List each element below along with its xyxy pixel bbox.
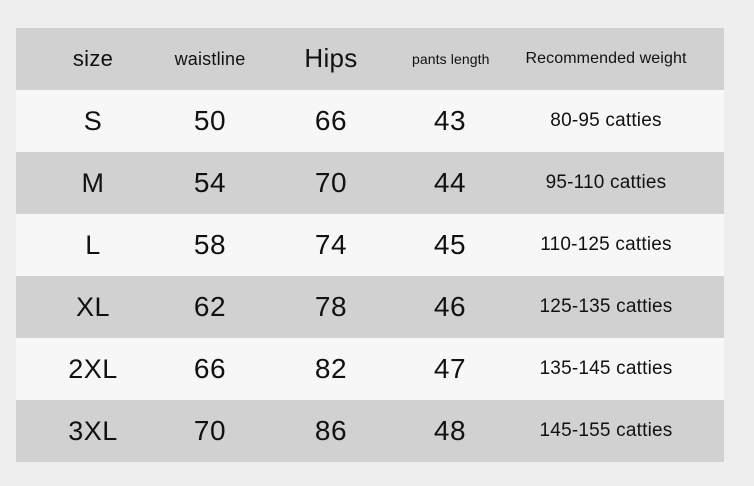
table-header-row: size waistline Hips pants length Recomme… — [16, 28, 724, 90]
cell-size: 3XL — [68, 415, 118, 446]
cell-recommended-weight: 145-155 catties — [539, 420, 673, 442]
cell-hips: 70 — [314, 167, 348, 199]
cell-size: M — [81, 167, 105, 198]
cell-size: 2XL — [68, 353, 118, 384]
cell-recommended-weight: 80-95 catties — [550, 110, 662, 132]
size-chart-table: size waistline Hips pants length Recomme… — [16, 28, 724, 462]
cell-waistline: 58 — [193, 229, 227, 261]
cell-pants-length: 43 — [433, 105, 467, 137]
cell-size: XL — [75, 291, 111, 322]
cell-waistline: 54 — [193, 167, 227, 199]
cell-hips: 78 — [314, 291, 348, 323]
table-body: S 50 66 43 80-95 catties M 54 70 44 95-1… — [16, 90, 724, 462]
column-header-hips: Hips — [304, 43, 358, 74]
cell-pants-length: 45 — [433, 229, 467, 261]
cell-waistline: 66 — [193, 353, 227, 385]
cell-hips: 66 — [314, 105, 348, 137]
cell-waistline: 62 — [193, 291, 227, 323]
table-header: size waistline Hips pants length Recomme… — [16, 28, 724, 90]
cell-hips: 74 — [314, 229, 348, 261]
cell-pants-length: 47 — [433, 353, 467, 385]
table-row: L 58 74 45 110-125 catties — [16, 214, 724, 276]
cell-hips: 86 — [314, 415, 348, 447]
column-header-recommended-weight: Recommended weight — [525, 49, 687, 67]
cell-size: S — [83, 105, 103, 136]
cell-waistline: 70 — [193, 415, 227, 447]
cell-recommended-weight: 95-110 catties — [545, 172, 667, 194]
column-header-pants-length: pants length — [412, 50, 490, 67]
column-header-waistline: waistline — [174, 48, 246, 69]
table-row: XL 62 78 46 125-135 catties — [16, 276, 724, 338]
cell-size: L — [85, 229, 101, 260]
table-row: M 54 70 44 95-110 catties — [16, 152, 724, 214]
cell-hips: 82 — [314, 353, 348, 385]
cell-recommended-weight: 125-135 catties — [539, 296, 673, 318]
cell-pants-length: 48 — [433, 415, 467, 447]
cell-recommended-weight: 110-125 catties — [540, 234, 672, 256]
cell-recommended-weight: 135-145 catties — [539, 358, 673, 380]
cell-pants-length: 46 — [433, 291, 467, 323]
table-row: S 50 66 43 80-95 catties — [16, 90, 724, 152]
cell-waistline: 50 — [193, 105, 227, 137]
table-row: 2XL 66 82 47 135-145 catties — [16, 338, 724, 400]
cell-pants-length: 44 — [433, 167, 467, 199]
table-row: 3XL 70 86 48 145-155 catties — [16, 400, 724, 462]
column-header-size: size — [72, 46, 114, 72]
